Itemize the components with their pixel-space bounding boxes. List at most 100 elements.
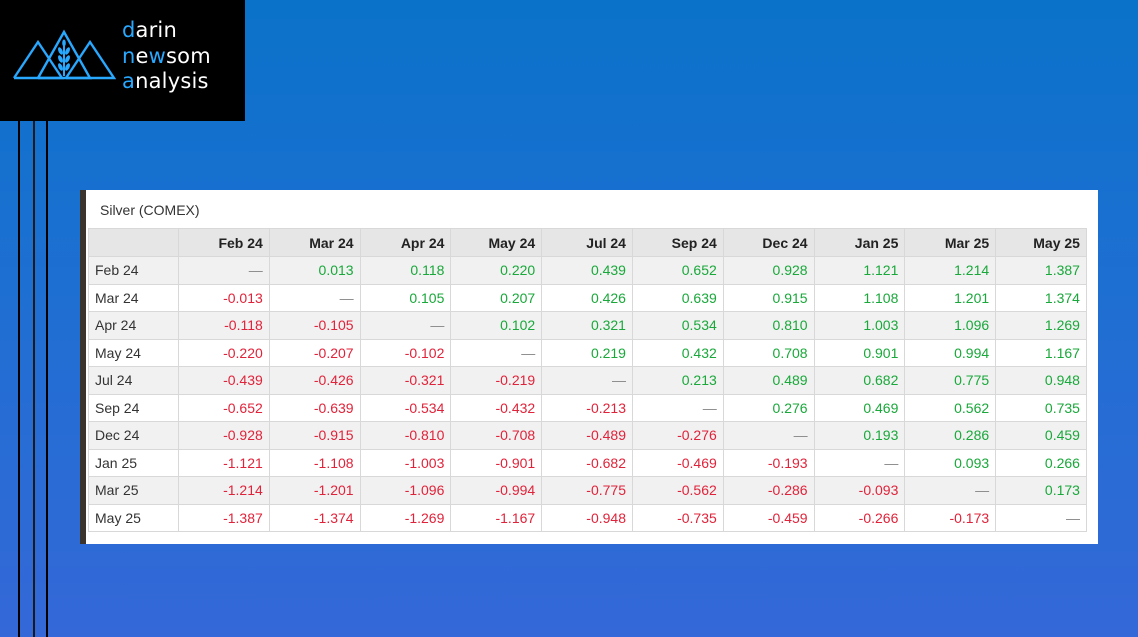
table-row: Mar 25 -1.214 -1.201 -1.096 -0.994 -0.775 -0.5…	[88, 476, 1087, 505]
spread-cell: 0.948	[995, 366, 1087, 395]
spread-cell: 0.213	[631, 366, 724, 395]
row-header: Mar 25	[88, 476, 179, 505]
spread-cell: 0.432	[631, 338, 724, 367]
column-header: Mar 24	[268, 228, 361, 257]
spread-cell: -0.928	[178, 421, 270, 450]
column-header: Jan 25	[813, 228, 906, 257]
spread-cell: -0.652	[178, 393, 270, 422]
spread-cell: -0.735	[631, 503, 724, 532]
table-row: Jul 24 -0.439 -0.426 -0.321 -0.219—0.213 0.48…	[88, 366, 1087, 395]
spread-cell: 0.682	[813, 366, 906, 395]
spread-cell: -1.096	[359, 476, 452, 505]
spread-cell: -1.387	[178, 503, 270, 532]
spread-cell: -0.915	[268, 421, 361, 450]
row-header: Jul 24	[88, 366, 179, 395]
spread-cell: 0.901	[813, 338, 906, 367]
spread-cell: -0.534	[359, 393, 452, 422]
spread-cell: -0.266	[813, 503, 906, 532]
panel-title: Silver (COMEX)	[100, 202, 200, 218]
spread-cell: —	[631, 393, 724, 422]
spread-cell: -0.207	[268, 338, 361, 367]
spread-cell: -0.489	[541, 421, 633, 450]
spread-cell: 0.439	[541, 256, 633, 285]
spread-cell: 0.735	[995, 393, 1087, 422]
spread-cell: -1.269	[359, 503, 452, 532]
spread-cell: —	[813, 448, 906, 477]
table-row: Jan 25 -1.121 -1.108 -1.003 -0.901 -0.682 -0.4…	[88, 448, 1087, 477]
spread-cell: 1.374	[995, 283, 1087, 312]
spread-cell: -1.214	[178, 476, 270, 505]
spread-cell: 0.459	[995, 421, 1087, 450]
spread-cell: 0.276	[722, 393, 815, 422]
spread-cell: 0.639	[631, 283, 724, 312]
spread-cell: 0.093	[904, 448, 997, 477]
table-row: Sep 24 -0.652 -0.639 -0.534 -0.432 -0.213—0.2…	[88, 393, 1087, 422]
spread-cell: 0.489	[722, 366, 815, 395]
spread-cell: -0.708	[450, 421, 543, 450]
row-header: May 25	[88, 503, 179, 532]
spread-cell: -0.810	[359, 421, 452, 450]
spread-cell: 0.426	[541, 283, 633, 312]
spread-cell: -0.901	[450, 448, 543, 477]
spread-cell: -0.013	[178, 283, 270, 312]
spread-cell: 0.207	[450, 283, 543, 312]
spread-cell: -0.213	[541, 393, 633, 422]
column-header: Mar 25	[904, 228, 997, 257]
spread-cell: -0.219	[450, 366, 543, 395]
table-row: May 24 -0.220 -0.207 -0.102—0.219 0.432 0.708…	[88, 338, 1087, 367]
row-header: May 24	[88, 338, 179, 367]
spread-cell: -0.639	[268, 393, 361, 422]
column-header: May 24	[450, 228, 543, 257]
spread-cell: —	[722, 421, 815, 450]
spread-cell: —	[904, 476, 997, 505]
spread-cell: —	[450, 338, 543, 367]
table-row: Dec 24 -0.928 -0.915 -0.810 -0.708 -0.489 -0.2…	[88, 421, 1087, 450]
column-header: May 25	[995, 228, 1087, 257]
logo: darin newsom analysis	[0, 0, 245, 121]
logo-text: darin newsom analysis	[122, 18, 211, 93]
spread-cell: -0.193	[722, 448, 815, 477]
spread-cell: -0.102	[359, 338, 452, 367]
row-header: Apr 24	[88, 311, 179, 340]
decorative-line	[46, 121, 48, 637]
spread-cell: 1.121	[813, 256, 906, 285]
spread-cell: -0.432	[450, 393, 543, 422]
table-row: Mar 24 -0.013—0.105 0.207 0.426 0.639 0.915 1.…	[88, 283, 1087, 312]
spread-cell: -0.682	[541, 448, 633, 477]
spread-cell: -0.173	[904, 503, 997, 532]
spread-cell: -0.994	[450, 476, 543, 505]
spread-cell: -0.321	[359, 366, 452, 395]
spread-cell: 0.915	[722, 283, 815, 312]
spread-cell: 1.387	[995, 256, 1087, 285]
spread-cell: 0.193	[813, 421, 906, 450]
column-header: Feb 24	[178, 228, 270, 257]
spread-matrix-table: Feb 24 Mar 24 Apr 24 May 24 Jul 24 Sep 24 Dec …	[88, 228, 1087, 532]
spread-cell: -1.121	[178, 448, 270, 477]
row-header: Jan 25	[88, 448, 179, 477]
spread-cell: -0.439	[178, 366, 270, 395]
spread-cell: 1.214	[904, 256, 997, 285]
header-row: Feb 24 Mar 24 Apr 24 May 24 Jul 24 Sep 24 Dec …	[88, 228, 1087, 257]
spread-cell: 0.118	[359, 256, 452, 285]
spread-cell: -0.118	[178, 311, 270, 340]
spread-cell: 0.173	[995, 476, 1087, 505]
spread-cell: 1.269	[995, 311, 1087, 340]
spread-cell: -0.459	[722, 503, 815, 532]
column-header: Jul 24	[541, 228, 633, 257]
spread-cell: 0.928	[722, 256, 815, 285]
spread-cell: 1.108	[813, 283, 906, 312]
spread-cell: 0.102	[450, 311, 543, 340]
spread-matrix-panel: Silver (COMEX) Feb 24 Mar 24 Apr 24 May 24 J…	[80, 190, 1098, 544]
spread-cell: —	[541, 366, 633, 395]
spread-cell: -0.948	[541, 503, 633, 532]
spread-cell: 0.810	[722, 311, 815, 340]
spread-cell: -0.286	[722, 476, 815, 505]
spread-cell: -0.220	[178, 338, 270, 367]
spread-cell: 0.286	[904, 421, 997, 450]
spread-cell: 0.105	[359, 283, 452, 312]
mountains-wheat-icon	[13, 29, 116, 80]
spread-cell: -0.426	[268, 366, 361, 395]
spread-cell: —	[995, 503, 1087, 532]
table-row: Apr 24 -0.118 -0.105—0.102 0.321 0.534 0.810 1…	[88, 311, 1087, 340]
spread-cell: 0.266	[995, 448, 1087, 477]
